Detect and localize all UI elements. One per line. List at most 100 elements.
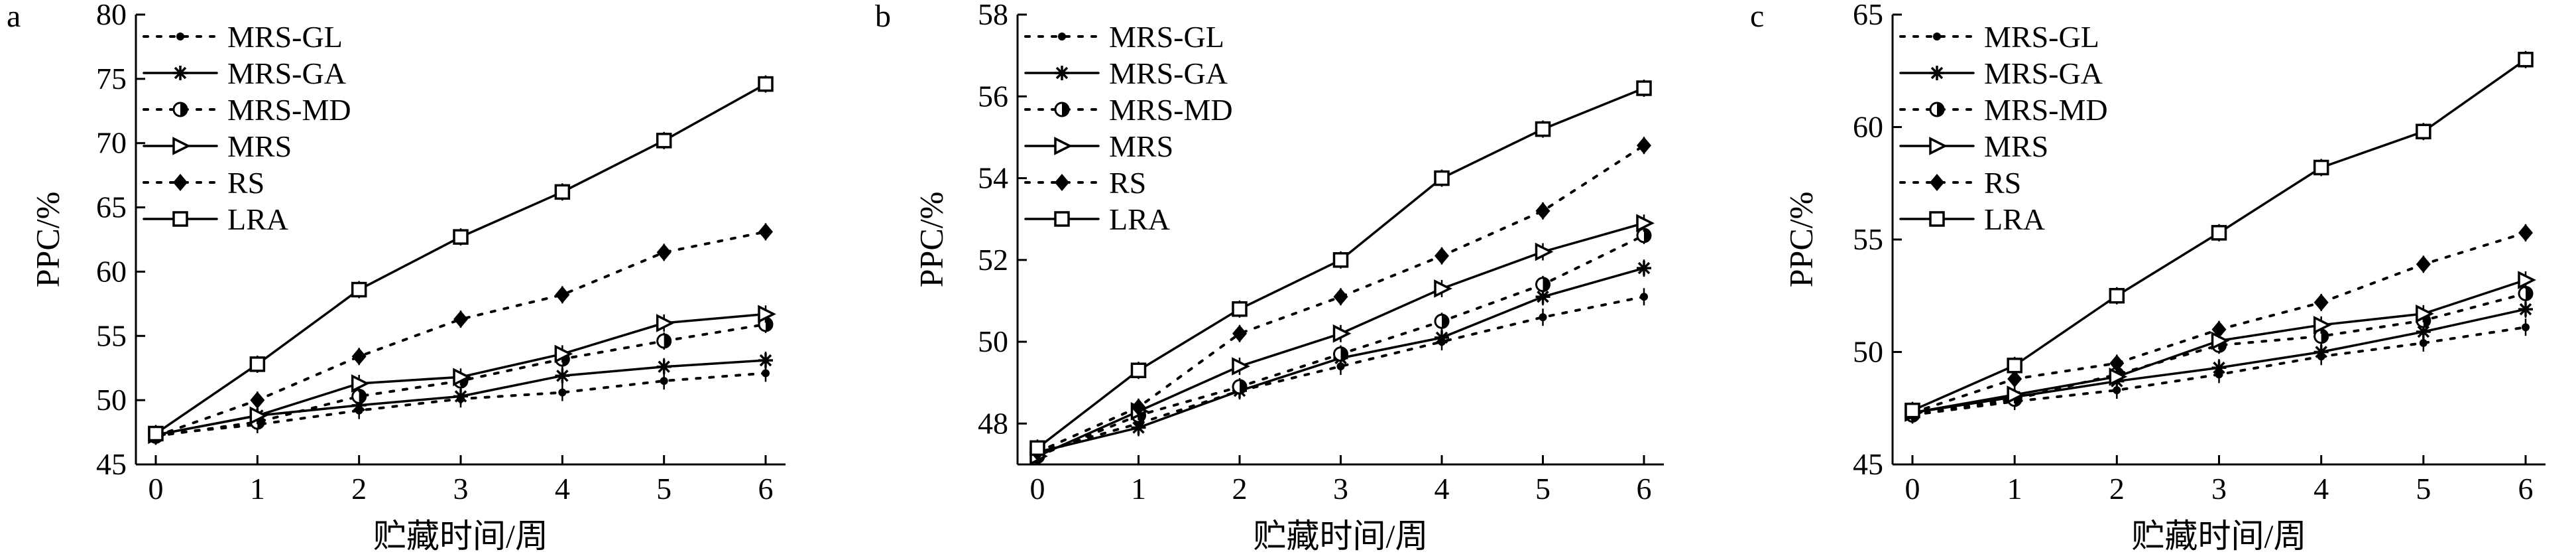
legend-marker: [1054, 211, 1070, 227]
data-point: [1232, 379, 1248, 395]
x-tick-label: 1: [1131, 472, 1146, 506]
data-point: [148, 425, 164, 442]
y-tick-label: 55: [1853, 222, 1883, 256]
data-point: [1333, 346, 1348, 362]
y-tick-label: 52: [978, 243, 1008, 277]
x-tick-label: 3: [1333, 472, 1348, 506]
series-rs: [1905, 224, 2533, 422]
data-point: [2416, 305, 2434, 323]
panel-letter: c: [1750, 0, 1764, 34]
data-point: [1535, 202, 1551, 220]
legend-label: MRS-GA: [1984, 56, 2103, 90]
panel-letter: b: [875, 0, 891, 34]
legend-marker: [172, 102, 188, 117]
legend-marker: [172, 211, 188, 227]
series-mrs-md: [1904, 285, 2534, 424]
data-point: [1434, 330, 1449, 345]
y-tick-label: 45: [96, 447, 127, 481]
x-tick-label: 0: [148, 472, 164, 506]
x-tick-label: 0: [1030, 472, 1045, 506]
data-point: [2416, 324, 2431, 339]
x-tick-label: 4: [1434, 472, 1450, 506]
data-point: [656, 243, 672, 261]
x-axis-title: 贮藏时间/周: [2132, 518, 2307, 554]
data-point: [2419, 338, 2428, 347]
legend-item: RS: [1024, 166, 1146, 200]
legend-marker: [1929, 102, 1945, 117]
data-point: [758, 223, 773, 241]
legend-item: MRS: [143, 129, 292, 163]
legend-marker: [1055, 66, 1069, 80]
legend-label: MRS-MD: [227, 93, 351, 127]
x-tick-label: 5: [1535, 472, 1551, 506]
x-tick-label: 4: [555, 472, 570, 506]
legend-label: MRS: [1984, 129, 2048, 163]
data-point: [656, 359, 672, 374]
data-point: [1535, 242, 1554, 261]
series-rs: [148, 223, 773, 445]
legend-item: MRS-MD: [143, 93, 351, 127]
data-point: [2313, 315, 2332, 334]
x-axis-title: 贮藏时间/周: [373, 518, 548, 554]
data-point: [1637, 137, 1651, 155]
data-point: [453, 229, 469, 245]
legend-label: MRS-MD: [1109, 93, 1233, 127]
legend-label: MRS-GL: [1109, 20, 1224, 54]
data-point: [554, 184, 571, 200]
data-point: [1131, 420, 1146, 435]
legend-label: RS: [1109, 166, 1146, 200]
data-point: [351, 348, 367, 366]
legend-marker: [173, 66, 188, 80]
y-tick-label: 50: [96, 383, 127, 417]
data-point: [2109, 367, 2128, 386]
data-point: [2518, 224, 2533, 242]
legend-label: MRS-GL: [1984, 20, 2099, 54]
legend-label: MRS-GL: [227, 20, 343, 54]
data-point: [555, 286, 570, 304]
data-point: [2522, 323, 2530, 332]
data-point: [1904, 402, 1920, 419]
legend-marker: [1054, 102, 1070, 117]
y-tick-label: 50: [1853, 335, 1883, 369]
data-point: [1332, 252, 1349, 268]
y-tick-label: 45: [1853, 447, 1883, 481]
y-tick-label: 56: [978, 79, 1008, 113]
y-tick-label: 58: [978, 0, 1008, 31]
legend-label: MRS-MD: [1984, 93, 2108, 127]
data-point: [1434, 313, 1450, 329]
data-point: [762, 369, 770, 378]
data-point: [1535, 289, 1551, 305]
data-point: [2211, 360, 2227, 376]
series-lra: [1029, 79, 1652, 457]
y-tick-label: 60: [96, 254, 127, 288]
series-lra: [148, 75, 774, 443]
legend-marker: [1930, 174, 1944, 191]
legend-item: RS: [1899, 166, 2021, 200]
legend-marker: [1933, 33, 1941, 40]
x-tick-label: 2: [351, 472, 367, 506]
data-point: [1434, 247, 1449, 265]
series-mrs-ga: [1905, 301, 2533, 422]
data-point: [2007, 385, 2026, 404]
data-point: [2518, 271, 2536, 289]
y-tick-label: 65: [96, 190, 127, 224]
legend-label: MRS: [227, 129, 292, 163]
legend-item: RS: [143, 166, 264, 200]
data-point: [2211, 320, 2227, 338]
x-tick-label: 6: [758, 472, 774, 506]
legend-item: MRS-GL: [1024, 20, 1224, 54]
data-point: [1232, 301, 1248, 317]
data-point: [1029, 440, 1045, 456]
data-point: [2518, 52, 2534, 68]
legend-label: MRS: [1109, 129, 1173, 163]
x-tick-label: 1: [250, 472, 265, 506]
series-lra: [1904, 50, 2534, 419]
x-tick-label: 2: [2109, 472, 2125, 506]
data-point: [758, 76, 774, 92]
x-tick-label: 3: [2211, 472, 2227, 506]
legend-label: RS: [1984, 166, 2021, 200]
